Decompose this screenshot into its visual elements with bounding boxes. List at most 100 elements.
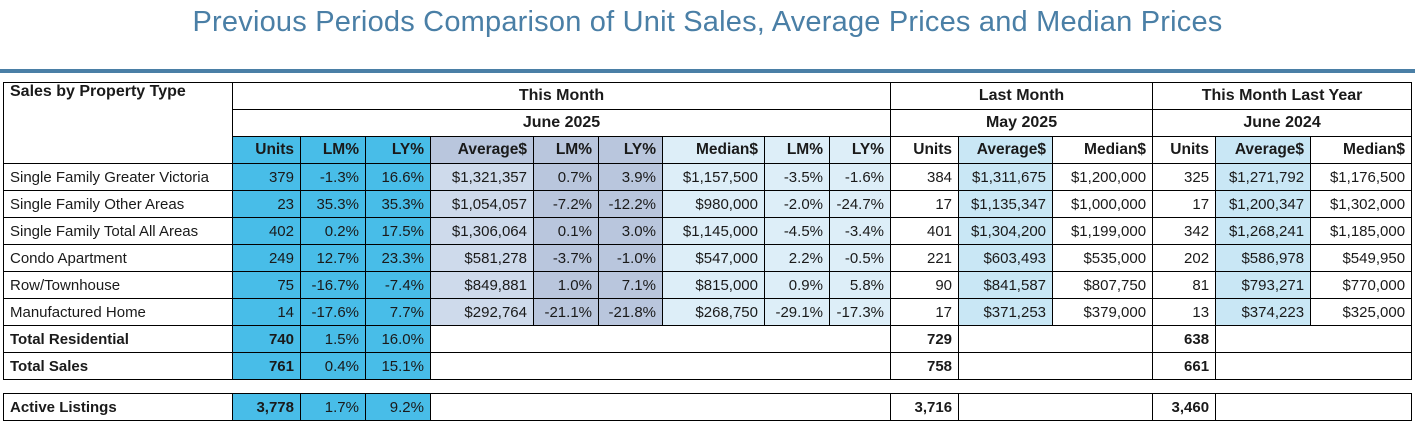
cell-median: $547,000 <box>662 244 765 272</box>
cell-lm-pct: 12.7% <box>300 244 366 272</box>
cell-lm-pct: 0.9% <box>764 271 830 299</box>
row-label: Active Listings <box>3 393 233 421</box>
empty-filler <box>429 352 892 380</box>
column-header-lm-pct: LM% <box>300 136 366 164</box>
cell-lm-pct: -7.2% <box>533 190 599 218</box>
row-label: Single Family Greater Victoria <box>3 163 233 191</box>
cell-lm-pct: 1.0% <box>533 271 599 299</box>
cell-average: $849,881 <box>430 271 534 299</box>
column-header-units: Units <box>1152 136 1217 164</box>
cell-lm-pct: 0.1% <box>533 217 599 245</box>
cell-units: 17 <box>890 298 960 326</box>
column-header-units: Units <box>232 136 301 164</box>
period-june-2025: June 2025 <box>231 109 892 137</box>
empty-filler <box>958 393 1154 421</box>
active-listings-row: Active Listings 3,778 1.7% 9.2% 3,716 3,… <box>3 393 1413 421</box>
column-header-lm-pct: LM% <box>764 136 830 164</box>
cell-units: 17 <box>890 190 960 218</box>
cell-median: $535,000 <box>1052 244 1154 272</box>
cell-lm-pct: 1.5% <box>300 325 366 353</box>
cell-units: 661 <box>1152 352 1217 380</box>
column-header-ly-pct: LY% <box>365 136 431 164</box>
section-last-month: Last Month <box>890 82 1154 110</box>
cell-lm-pct: -29.1% <box>764 298 830 326</box>
cell-average: $1,306,064 <box>430 217 534 245</box>
cell-median: $1,157,500 <box>662 163 765 191</box>
cell-lm-pct: -1.3% <box>300 163 366 191</box>
cell-lm-pct: 0.4% <box>300 352 366 380</box>
cell-units: 202 <box>1152 244 1217 272</box>
cell-average: $371,253 <box>958 298 1054 326</box>
cell-average: $1,200,347 <box>1215 190 1312 218</box>
cell-average: $1,268,241 <box>1215 217 1312 245</box>
empty-filler <box>958 352 1154 380</box>
cell-ly-pct: 15.1% <box>365 352 431 380</box>
column-header-median: Median$ <box>1310 136 1413 164</box>
cell-ly-pct: -7.4% <box>365 271 431 299</box>
cell-median: $1,176,500 <box>1310 163 1413 191</box>
active-listings-table: Active Listings 3,778 1.7% 9.2% 3,716 3,… <box>3 393 1413 421</box>
cell-median: $1,199,000 <box>1052 217 1154 245</box>
corner-label: Sales by Property Type <box>3 82 233 164</box>
cell-lm-pct: 35.3% <box>300 190 366 218</box>
cell-units: 740 <box>232 325 301 353</box>
period-header-row: June 2025 May 2025 June 2024 <box>4 109 1413 137</box>
column-header-ly-pct: LY% <box>598 136 663 164</box>
cell-average: $1,054,057 <box>430 190 534 218</box>
cell-ly-pct: -17.3% <box>828 298 892 326</box>
row-label: Single Family Total All Areas <box>3 217 233 245</box>
period-june-2024: June 2024 <box>1152 109 1413 137</box>
table-row: Single Family Greater Victoria 379 -1.3%… <box>3 163 1413 191</box>
cell-units: 17 <box>1152 190 1217 218</box>
cell-median: $980,000 <box>662 190 765 218</box>
empty-filler <box>1215 325 1413 353</box>
row-label: Single Family Other Areas <box>3 190 233 218</box>
cell-units: 379 <box>232 163 301 191</box>
cell-ly-pct: 17.5% <box>365 217 431 245</box>
cell-median: $1,145,000 <box>662 217 765 245</box>
column-header-average: Average$ <box>430 136 534 164</box>
cell-median: $770,000 <box>1310 271 1413 299</box>
total-row: Total Sales 761 0.4% 15.1% 758 661 <box>3 352 1413 380</box>
total-row: Total Residential 740 1.5% 16.0% 729 638 <box>3 325 1413 353</box>
cell-average: $841,587 <box>958 271 1054 299</box>
cell-units: 81 <box>1152 271 1217 299</box>
table-row: Single Family Total All Areas 402 0.2% 1… <box>3 217 1413 245</box>
cell-ly-pct: 16.6% <box>365 163 431 191</box>
cell-average: $1,271,792 <box>1215 163 1312 191</box>
cell-ly-pct: 9.2% <box>365 393 431 421</box>
table-row: Single Family Other Areas 23 35.3% 35.3%… <box>3 190 1413 218</box>
row-label: Condo Apartment <box>3 244 233 272</box>
sales-comparison-table: Sales by Property Type This Month Last M… <box>3 82 1413 380</box>
cell-lm-pct: -2.0% <box>764 190 830 218</box>
cell-median: $815,000 <box>662 271 765 299</box>
empty-filler <box>958 325 1154 353</box>
cell-units: 638 <box>1152 325 1217 353</box>
empty-filler <box>1215 352 1413 380</box>
cell-ly-pct: -1.6% <box>828 163 892 191</box>
cell-average: $603,493 <box>958 244 1054 272</box>
cell-units: 23 <box>232 190 301 218</box>
cell-median: $325,000 <box>1310 298 1413 326</box>
column-header-row: Units LM% LY% Average$ LM% LY% Median$ L… <box>4 136 1413 164</box>
cell-ly-pct: -24.7% <box>828 190 892 218</box>
cell-units: 761 <box>232 352 301 380</box>
cell-ly-pct: 16.0% <box>365 325 431 353</box>
cell-units: 221 <box>890 244 960 272</box>
cell-average: $1,304,200 <box>958 217 1054 245</box>
cell-units: 342 <box>1152 217 1217 245</box>
cell-units: 14 <box>232 298 301 326</box>
cell-units: 325 <box>1152 163 1217 191</box>
cell-median: $1,302,000 <box>1310 190 1413 218</box>
cell-ly-pct: 23.3% <box>365 244 431 272</box>
column-header-median: Median$ <box>662 136 765 164</box>
cell-median: $1,000,000 <box>1052 190 1154 218</box>
title-divider-rule <box>0 69 1415 73</box>
cell-lm-pct: -3.5% <box>764 163 830 191</box>
cell-units: 90 <box>890 271 960 299</box>
cell-ly-pct: -21.8% <box>598 298 663 326</box>
cell-ly-pct: -1.0% <box>598 244 663 272</box>
cell-average: $292,764 <box>430 298 534 326</box>
cell-median: $379,000 <box>1052 298 1154 326</box>
